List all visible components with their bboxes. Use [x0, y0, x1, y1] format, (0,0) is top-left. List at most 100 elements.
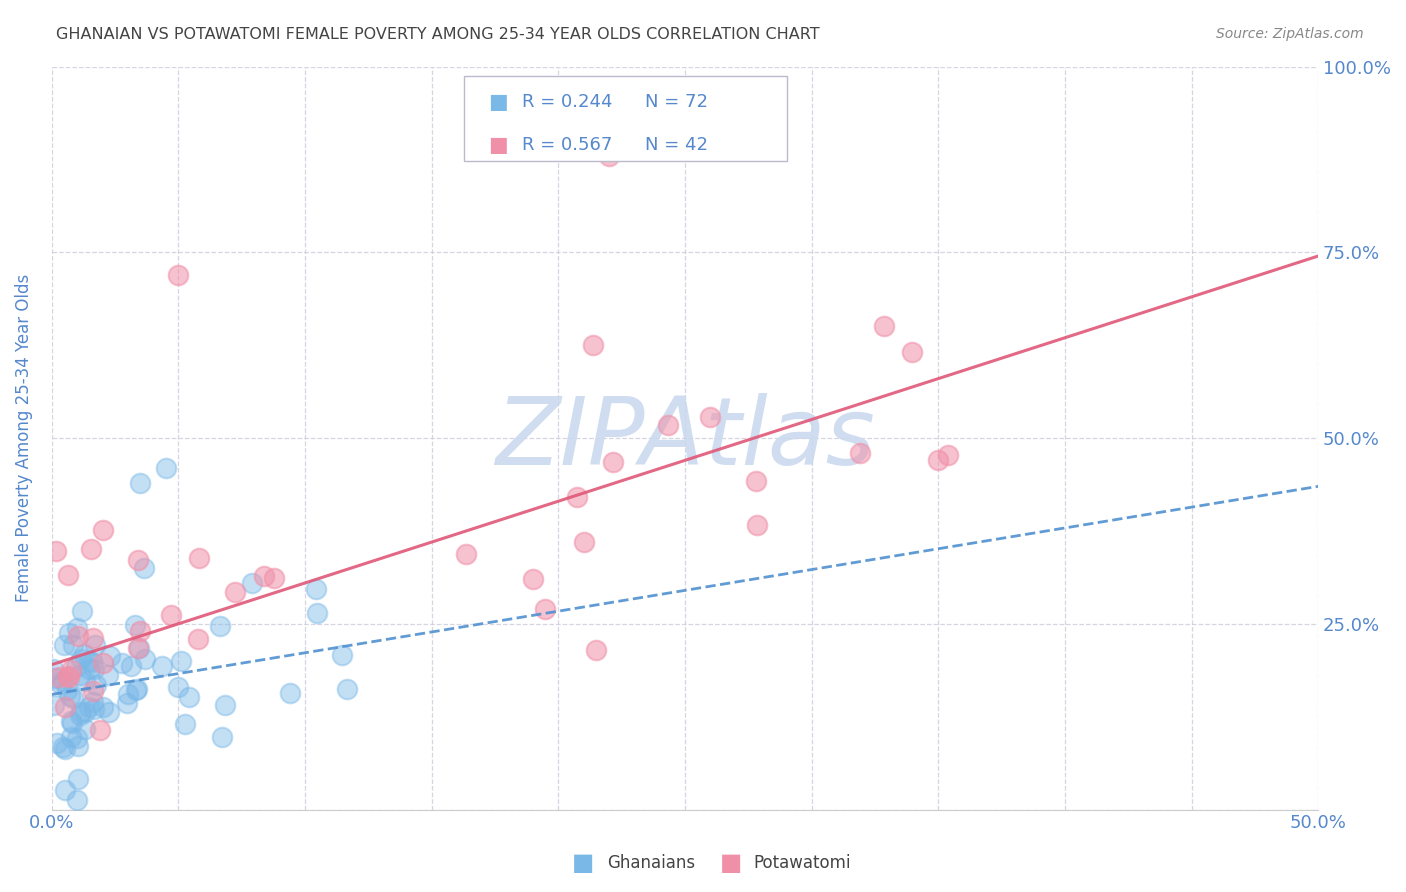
Point: [65, 731, 87, 746]
Point: [173, 716, 195, 731]
Point: [330, 648, 353, 663]
Point: [155, 460, 177, 475]
Text: ZIPAtlas: ZIPAtlas: [495, 392, 875, 483]
Point: [91, 524, 114, 538]
Point: [179, 690, 201, 704]
Point: [84, 677, 107, 691]
Point: [45, 543, 67, 558]
Point: [44, 698, 66, 712]
Point: [208, 619, 231, 633]
Point: [134, 652, 156, 666]
Point: [59, 690, 82, 704]
Point: [55, 699, 77, 714]
Point: [70, 604, 93, 618]
Point: [873, 318, 896, 333]
Point: [53, 783, 76, 797]
Point: [602, 455, 624, 469]
Point: [83, 702, 105, 716]
Point: [565, 491, 588, 505]
Point: [89, 723, 111, 738]
Point: [134, 561, 156, 575]
Point: [745, 518, 768, 533]
Point: [598, 149, 620, 163]
Point: [454, 547, 477, 561]
Point: [65, 660, 87, 674]
Point: [42, 661, 65, 675]
Point: [77, 700, 100, 714]
Point: [127, 641, 149, 656]
Point: [67, 739, 90, 753]
Point: [75, 673, 97, 688]
Point: [117, 696, 139, 710]
Point: [58, 670, 80, 684]
Point: [572, 535, 595, 549]
Point: [187, 632, 209, 646]
Point: [52, 739, 75, 754]
Point: [69, 668, 91, 682]
Point: [745, 474, 768, 488]
Point: [75, 722, 97, 736]
Point: [849, 446, 872, 460]
Point: [84, 638, 107, 652]
Point: [585, 643, 607, 657]
Point: [278, 686, 301, 700]
Point: [936, 448, 959, 462]
Point: [56, 568, 79, 582]
Point: [79, 654, 101, 668]
Text: ■: ■: [488, 92, 508, 112]
Point: [253, 569, 276, 583]
Point: [66, 629, 89, 643]
Point: [307, 606, 329, 620]
Point: [927, 453, 949, 467]
Point: [59, 714, 82, 729]
Point: [188, 551, 211, 566]
Point: [98, 649, 121, 664]
Point: [534, 601, 557, 615]
Text: R = 0.567: R = 0.567: [522, 136, 612, 154]
Point: [44, 672, 66, 686]
Point: [66, 793, 89, 807]
Point: [167, 268, 190, 282]
Point: [62, 691, 84, 706]
Point: [124, 618, 146, 632]
Point: [117, 688, 139, 702]
Point: [304, 582, 326, 596]
Point: [657, 418, 679, 433]
Point: [699, 409, 721, 424]
Point: [582, 338, 605, 352]
Point: [98, 706, 121, 720]
Point: [150, 659, 173, 673]
Point: [56, 668, 79, 682]
Point: [167, 680, 190, 694]
Point: [97, 667, 120, 681]
Point: [69, 705, 91, 719]
Point: [110, 657, 132, 671]
Point: [129, 475, 152, 490]
Point: [77, 662, 100, 676]
Text: N = 42: N = 42: [645, 136, 709, 154]
Text: N = 72: N = 72: [645, 93, 709, 111]
Point: [73, 705, 96, 719]
Point: [52, 674, 75, 689]
Point: [128, 640, 150, 655]
Point: [214, 698, 236, 712]
Text: Source: ZipAtlas.com: Source: ZipAtlas.com: [1216, 27, 1364, 41]
Text: ■: ■: [488, 136, 508, 155]
Point: [66, 621, 89, 635]
Point: [49, 677, 72, 691]
Point: [242, 576, 264, 591]
Text: Potawatomi: Potawatomi: [754, 855, 851, 872]
Point: [124, 683, 146, 698]
Point: [91, 700, 114, 714]
Point: [127, 553, 149, 567]
Point: [59, 730, 82, 744]
Point: [82, 684, 104, 698]
Point: [48, 670, 70, 684]
Text: ■: ■: [572, 852, 595, 875]
Point: [120, 658, 142, 673]
Point: [62, 639, 84, 653]
Point: [59, 663, 82, 677]
Point: [70, 651, 93, 665]
Point: [900, 345, 922, 359]
Point: [73, 647, 96, 661]
